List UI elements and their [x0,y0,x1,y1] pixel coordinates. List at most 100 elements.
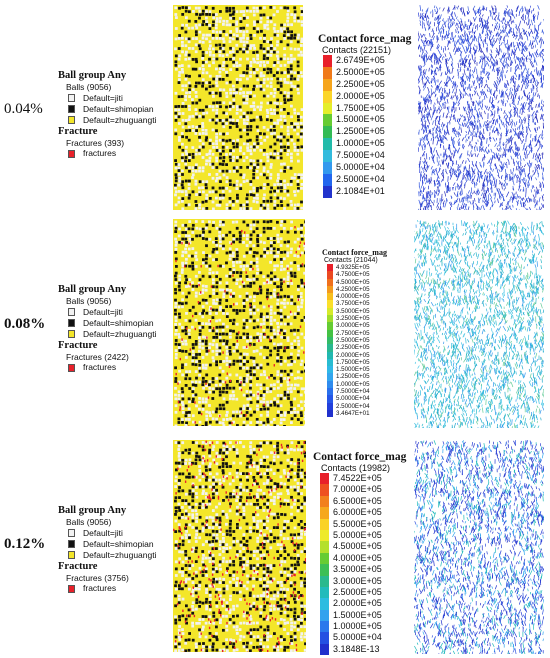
colorbar-tick-label: 3.5000E+05 [333,564,382,575]
legend-item-jiti: Default=jiti [58,528,157,539]
colorbar-swatch [323,126,332,139]
ball-distribution-image [173,219,305,426]
colorbar-labels: 4.9325E+05 4.7500E+05 4.5000E+05 4.2500E+05… [336,264,370,417]
colorbar-tick-label: 2.0000E+05 [336,90,385,101]
colorbar-tick-label: 3.2500E+05 [336,315,370,323]
colorbar-tick-label: 2.5000E+04 [336,402,370,410]
colorbar-tick-label: 4.5000E+05 [336,278,370,286]
colorbar-tick-label: 1.0000E+05 [333,621,382,632]
swatch-fractures [68,363,75,372]
legend-label: Default=jiti [83,306,123,317]
legend-item-zhuguangti: Default=zhuguangti [58,115,157,126]
contact-force-colorbar: Contact force_mag Contacts (19982) 7.452… [313,451,406,656]
swatch-shimopian [68,319,75,327]
colorbar-tick-label: 1.2500E+05 [336,373,370,381]
colorbar-swatch [327,336,333,345]
ball-group-title: Ball group Any [58,505,127,516]
colorbar-swatch [327,409,333,418]
legend-label: fractures [83,583,117,594]
ball-distribution-image [173,440,306,652]
contact-force-panel [418,5,544,210]
colorbar-tick-label: 2.2500E+05 [336,344,370,352]
colorbar-swatch [327,315,333,323]
colorbar-tick-label: 2.5000E+05 [336,336,370,344]
colorbar-tick-label: 2.0000E+05 [336,351,370,359]
colorbar-swatch [327,358,333,367]
colorbar-tick-label: 7.4522E+05 [333,473,382,483]
colorbar-swatch [323,102,332,115]
legend-item-shimopian: Default=shimopian [58,104,157,115]
legend-label: Default=jiti [83,527,123,538]
colorbar-swatches [320,473,329,656]
colorbar-tick-label: 5.5000E+05 [333,518,382,529]
colorbar-title: Contact force_mag [322,248,387,257]
colorbar-tick-label: 5.0000E+04 [336,395,370,403]
colorbar-tick-label: 2.7500E+05 [336,329,370,337]
colorbar-swatch [320,586,329,599]
swatch-zhuguangti [68,116,75,124]
contact-force-image [414,220,544,428]
colorbar-labels: 7.4522E+05 7.0000E+05 6.5000E+05 6.0000E+05… [333,473,382,655]
legend-label: Default=jiti [83,92,123,103]
swatch-zhuguangti [68,551,75,559]
legend-label: Default=zhuguangti [83,549,157,560]
colorbar-tick-label: 5.0000E+04 [333,632,382,643]
colorbar-swatch [323,90,332,103]
legend-item-jiti: Default=jiti [58,307,157,318]
colorbar-swatch [327,293,333,301]
legend-item-jiti: Default=jiti [58,93,157,104]
colorbar-swatch [327,373,333,381]
colorbar-tick-label: 1.5000E+05 [333,609,382,620]
colorbar-tick-label: 1.5000E+05 [336,366,370,374]
legend-label: Default=shimopian [83,538,154,549]
swatch-jiti [68,94,75,102]
colorbar-swatch [320,609,329,622]
colorbar-tick-label: 2.2500E+05 [336,78,385,89]
legend-label: Default=shimopian [83,103,154,114]
colorbar-swatch [323,114,332,127]
ball-panel [173,219,305,426]
swatch-fractures [68,584,75,593]
colorbar-tick-label: 1.0000E+05 [336,380,370,388]
ball-panel [173,5,303,210]
legend-item-shimopian: Default=shimopian [58,539,157,550]
colorbar-tick-label: 5.0000E+05 [333,529,382,540]
legend-item-fractures: fractures [58,148,157,159]
legend-item-fractures: fractures [58,583,157,594]
strain-label: 0.12% [4,536,46,552]
balls-count: Balls (9056) [66,296,112,306]
colorbar-tick-label: 4.5000E+05 [333,541,382,552]
legend-label: Default=shimopian [83,317,154,328]
colorbar-tick-label: 2.5000E+05 [333,586,382,597]
fracture-title: Fracture [58,339,98,351]
colorbar-swatch [327,271,333,279]
legend-item-fractures: fractures [58,362,157,373]
colorbar-swatches [323,55,332,198]
legend-item-zhuguangti: Default=zhuguangti [58,329,157,340]
colorbar-swatch [320,598,329,610]
colorbar-swatch [327,285,333,294]
colorbar-tick-label: 1.0000E+05 [336,138,385,149]
swatch-fractures [68,149,75,158]
strain-label: 0.08% [4,316,46,332]
colorbar-swatch [323,78,332,91]
colorbar-swatch [320,484,329,496]
colorbar-swatch [327,322,333,330]
contacts-count: Contacts (21044) [324,257,378,264]
colorbar-tick-label: 2.5000E+05 [336,66,385,77]
colorbar-swatch [323,55,332,67]
fracture-title: Fracture [58,125,98,137]
colorbar-tick-label: 1.5000E+05 [336,114,385,125]
legend-label: fractures [83,148,117,159]
colorbar-swatch [323,185,332,198]
contact-force-panel [414,440,544,654]
colorbar-title: Contact force_mag [318,33,412,45]
ball-legend: Ball group Any Balls (9056) Default=jiti… [58,505,157,594]
swatch-jiti [68,308,75,316]
colorbar-swatch [327,395,333,403]
ball-legend: Ball group Any Balls (9056) Default=jiti… [58,284,157,373]
colorbar-tick-label: 3.1848E-13 [333,643,380,654]
contact-force-image [418,5,544,210]
colorbar-tick-label: 7.5000E+04 [336,388,370,396]
colorbar-swatch [327,351,333,359]
